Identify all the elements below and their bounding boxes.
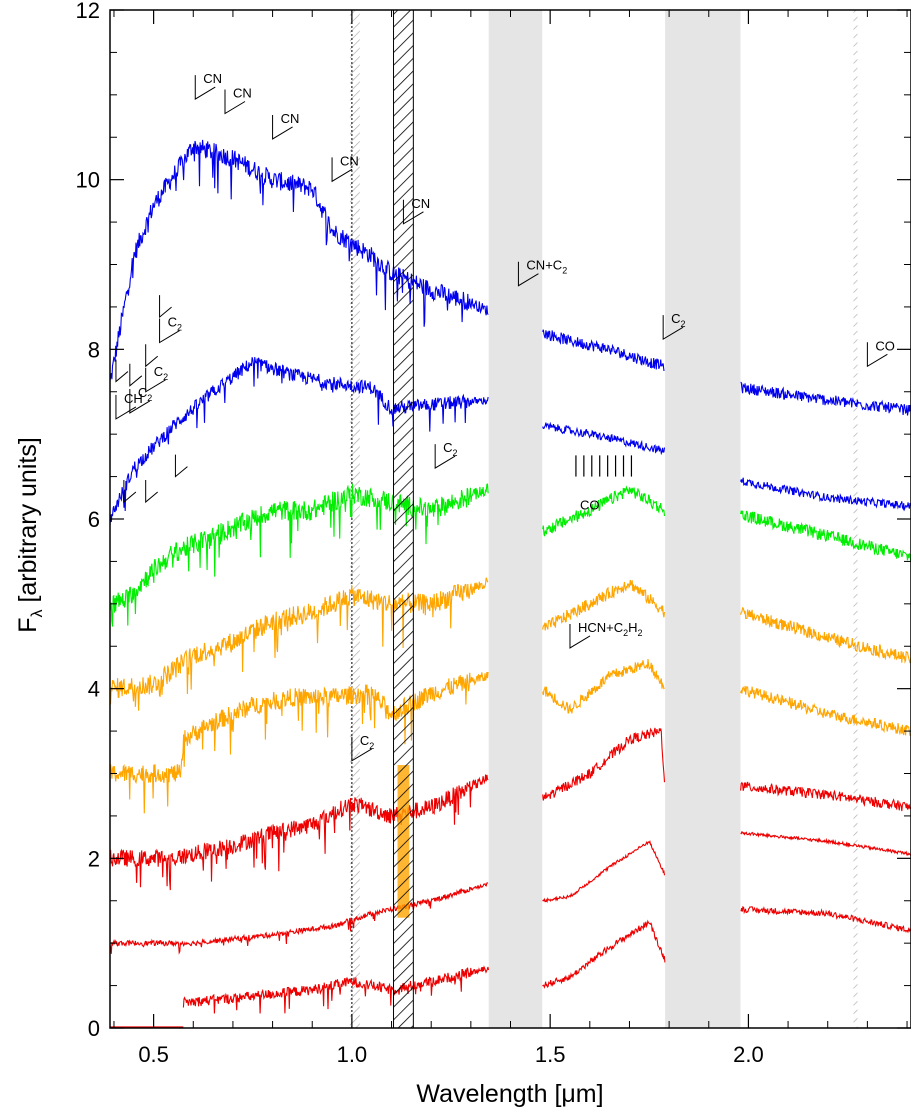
annotation-bracket-14: [351, 736, 373, 762]
annotation-bracket-0: [115, 394, 137, 420]
annotation-7: CN: [340, 153, 359, 168]
annotation-bracket-6: [272, 114, 293, 140]
series-2-line: [110, 483, 911, 627]
annotation-bracket-4: [194, 75, 216, 100]
mark-3: [159, 295, 172, 319]
annotation-2: C2: [154, 364, 168, 382]
series-layer: [110, 139, 911, 1028]
annotation-3: C2: [168, 315, 182, 333]
annotation-bracket-3: [159, 318, 180, 344]
annotation-bracket-13: [569, 623, 591, 649]
grey-hatch-band-1: [853, 10, 858, 1028]
annotation-bracket-2: [145, 367, 166, 393]
annotation-8: CN: [411, 196, 430, 211]
mark-4: [123, 480, 137, 504]
y-axis-label-rest: [arbitrary units]: [14, 437, 42, 609]
series-3-line: [110, 577, 911, 711]
y-tick-label-0: 0: [88, 1016, 100, 1041]
annotation-bracket-11: [866, 342, 888, 368]
annotation-6: CN: [281, 111, 300, 126]
mark-5: [145, 480, 159, 504]
axes-layer: 0.5 1.0 1.5 2.0 0 2 4 6 8 10 12: [76, 0, 911, 1067]
annotation-layer: CHC2C2C2CNCNCNCNCNCN+C2C2COC2HCN+C2H2C2C…: [115, 71, 895, 762]
x-tick-label-1: 1.0: [337, 1042, 368, 1067]
annotation-bracket-5: [224, 89, 246, 115]
mark-6: [174, 454, 188, 478]
mark-2: [145, 344, 159, 368]
background-layer: [349, 10, 858, 1028]
overlay-layer: [393, 10, 414, 1028]
y-tick-label-3: 6: [88, 507, 100, 532]
annotation-12: C2: [443, 440, 457, 458]
annotation-14: C2: [360, 733, 374, 751]
black-hatch-band: [393, 10, 414, 1028]
annotation-13: HCN+C2H2: [578, 620, 643, 638]
annotation-11: CO: [875, 338, 895, 353]
x-tick-label-0: 0.5: [138, 1042, 169, 1067]
y-tick-label-5: 10: [76, 168, 100, 193]
series-6-line: [110, 830, 911, 955]
grey-hatch-band-0: [349, 10, 360, 1028]
annotation-9: CN+C2: [526, 258, 567, 276]
series-4-line: [110, 658, 911, 814]
series-7-line: [182, 906, 911, 1014]
svg-text:Fλ [arbitrary units]: Fλ [arbitrary units]: [14, 437, 46, 633]
telluric-gap-0: [488, 10, 543, 1028]
annotation-bracket-9: [517, 261, 539, 287]
annotation-4: CN: [203, 71, 222, 86]
annotation-1: C2: [138, 385, 152, 403]
y-tick-label-2: 4: [88, 677, 100, 702]
annotation-15: CO: [580, 497, 600, 512]
y-axis-label-sub: λ: [29, 610, 46, 618]
annotation-bracket-10: [662, 315, 684, 341]
annotation-bracket-12: [434, 444, 456, 469]
y-axis-label-main: F: [14, 618, 42, 633]
telluric-gap-1: [665, 10, 741, 1028]
x-tick-label-3: 2.0: [733, 1042, 764, 1067]
y-tick-label-1: 2: [88, 846, 100, 871]
annotation-0: CH: [124, 391, 143, 406]
annotation-5: CN: [233, 85, 252, 100]
y-axis-label: Fλ [arbitrary units]: [14, 437, 46, 633]
x-axis-label: Wavelength [μm]: [416, 1080, 603, 1108]
annotation-bracket-7: [331, 157, 353, 183]
series-5-line: [110, 727, 911, 891]
series-0-line: [110, 139, 911, 416]
series-1-line: [110, 357, 911, 526]
annotation-10: C2: [671, 311, 685, 329]
annotation-bracket-8: [402, 199, 424, 225]
mark-0: [115, 359, 129, 383]
x-tick-label-2: 1.5: [535, 1042, 566, 1067]
y-tick-label-4: 8: [88, 337, 100, 362]
mark-1: [129, 363, 143, 387]
y-tick-label-6: 12: [76, 0, 100, 23]
annotation-bracket-1: [129, 388, 151, 414]
